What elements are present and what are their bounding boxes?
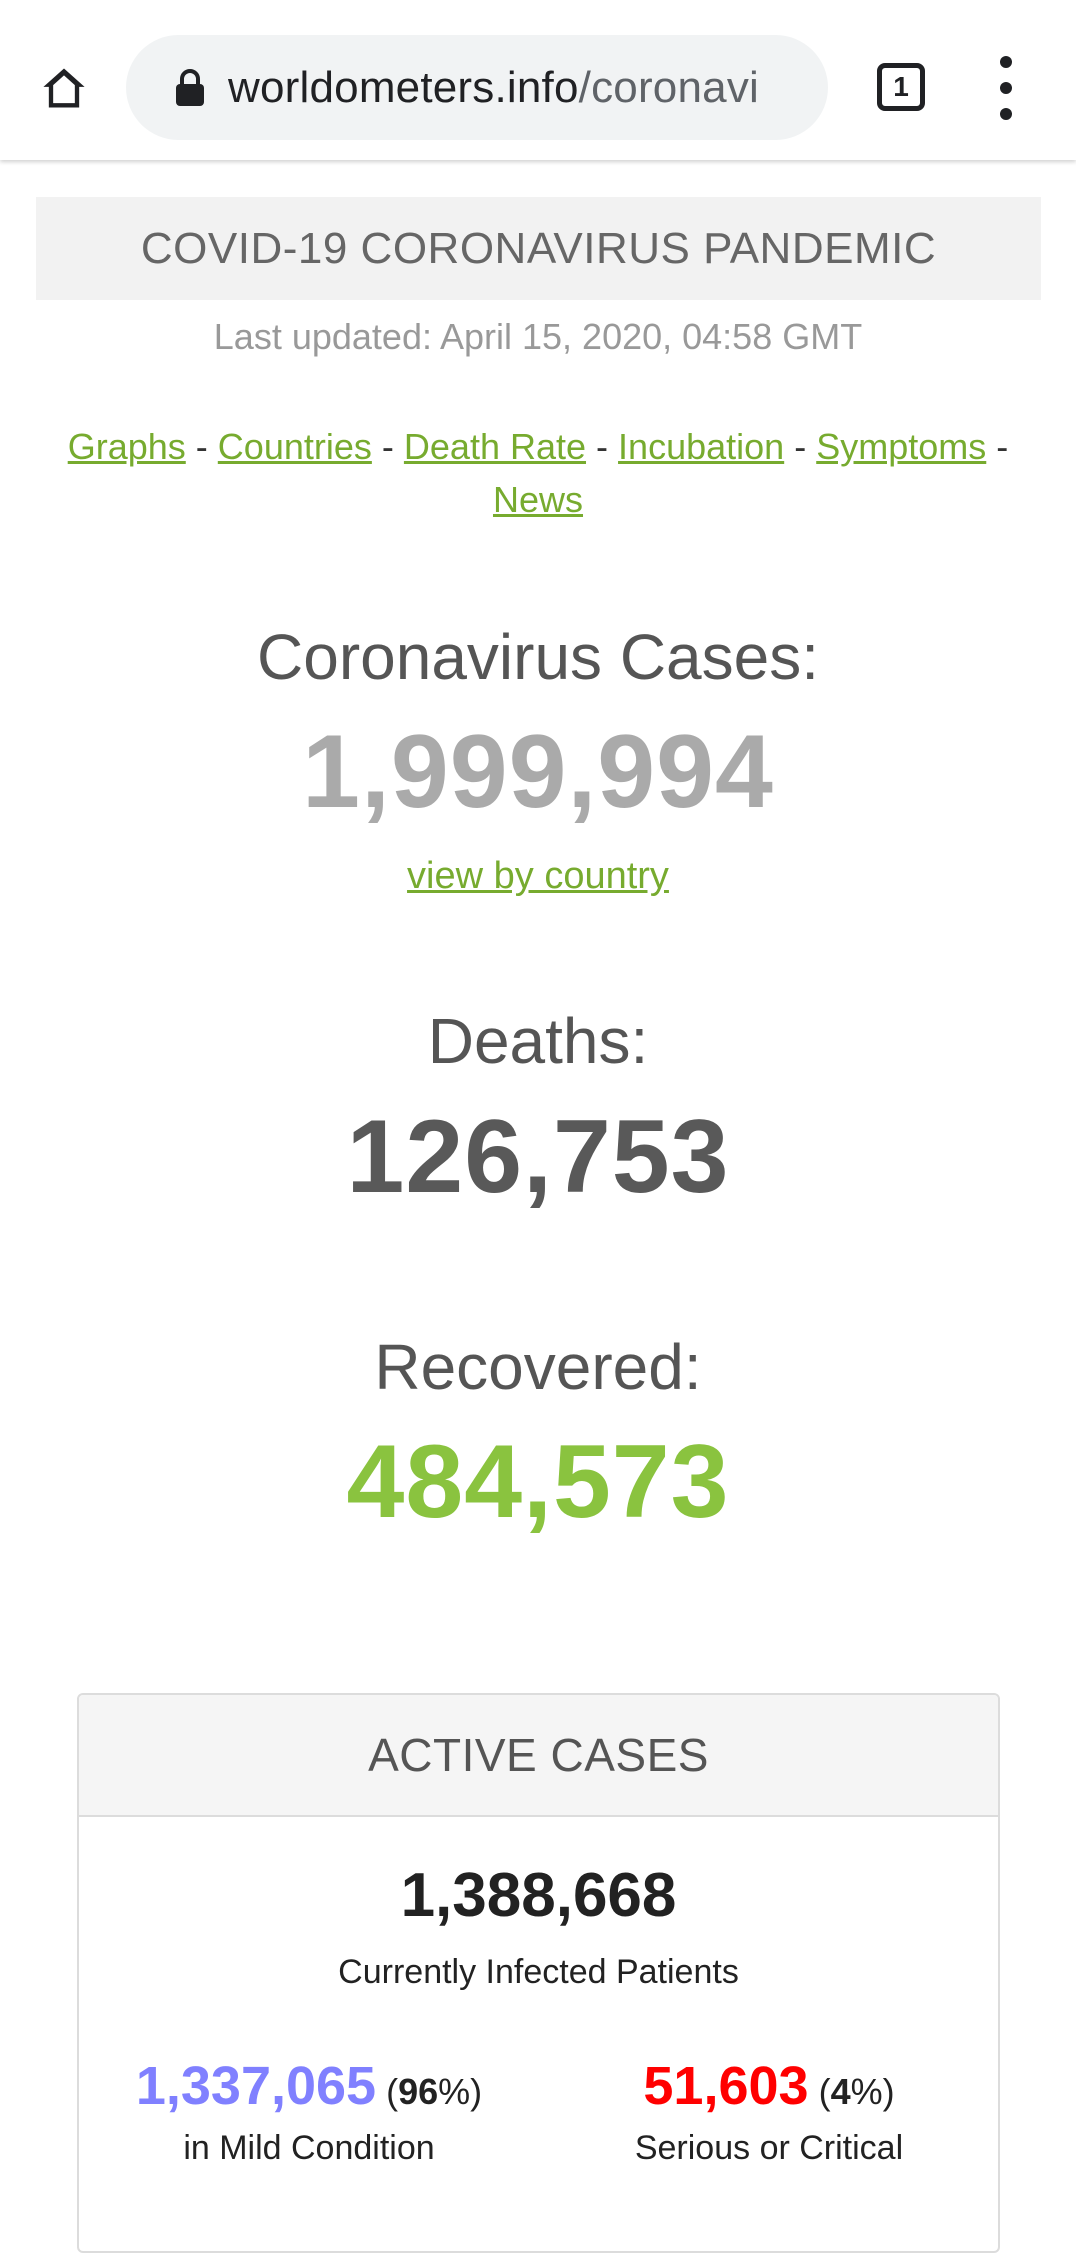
menu-dot: [1000, 82, 1012, 94]
active-cases-caption: Currently Infected Patients: [338, 1953, 739, 1991]
nav-link-symptoms[interactable]: Symptoms: [816, 426, 987, 467]
active-cases-total: 1,388,668: [400, 1861, 677, 1930]
deaths-value: 126,753: [346, 1099, 730, 1215]
mild-value: 1,337,065: [135, 2056, 377, 2116]
nav-separator: -: [596, 426, 609, 467]
nav-separator: -: [381, 426, 394, 467]
serious-percent: 4: [830, 2071, 851, 2112]
nav-link-countries[interactable]: Countries: [217, 426, 372, 467]
view-by-country-container: view by country: [0, 855, 1076, 898]
last-updated: Last updated: April 15, 2020, 04:58 GMT: [213, 316, 863, 357]
cases-label: Coronavirus Cases:: [257, 621, 819, 693]
nav-separator: -: [996, 426, 1009, 467]
tabs-icon: 1: [877, 63, 925, 111]
url-text: worldometers.info/coronavi: [228, 63, 759, 113]
url-path: /coronavi: [578, 62, 759, 112]
deaths-label: Deaths:: [427, 1005, 649, 1077]
lock-icon: [172, 66, 208, 110]
address-bar[interactable]: worldometers.info/coronavi: [126, 35, 828, 140]
nav-link-news[interactable]: News: [492, 479, 584, 520]
active-cases-title: ACTIVE CASES: [368, 1729, 709, 1781]
recovered-value: 484,573: [346, 1424, 730, 1540]
serious-value: 51,603: [643, 2056, 809, 2116]
mild-percent: 96: [398, 2071, 439, 2112]
menu-dot: [1000, 108, 1012, 120]
recovered-label: Recovered:: [374, 1331, 702, 1403]
nav-link-graphs[interactable]: Graphs: [67, 426, 186, 467]
nav-separator: -: [195, 426, 208, 467]
tab-switcher-button[interactable]: 1: [872, 58, 930, 116]
url-domain: worldometers.info: [228, 62, 579, 112]
serious-condition-block: 51,603 (4%) Serious or Critical: [539, 2055, 998, 2168]
page-title-bar: COVID-19 CORONAVIRUS PANDEMIC: [36, 197, 1041, 300]
nav-link-death-rate[interactable]: Death Rate: [403, 426, 587, 467]
menu-dot: [1000, 56, 1012, 68]
tab-count: 1: [893, 71, 909, 102]
active-cases-header: ACTIVE CASES: [79, 1695, 998, 1817]
mild-caption: in Mild Condition: [183, 2129, 435, 2167]
serious-line: 51,603 (4%): [643, 2056, 895, 2116]
nav-separator: -: [794, 426, 807, 467]
mild-line: 1,337,065 (96%): [135, 2056, 483, 2116]
serious-caption: Serious or Critical: [634, 2129, 904, 2167]
mild-condition-block: 1,337,065 (96%) in Mild Condition: [79, 2055, 539, 2168]
view-by-country-link[interactable]: view by country: [407, 855, 669, 897]
browser-toolbar: worldometers.info/coronavi 1: [0, 0, 1076, 160]
active-cases-panel: ACTIVE CASES 1,388,668 Currently Infecte…: [77, 1693, 1000, 2253]
nav-link-incubation[interactable]: Incubation: [618, 426, 785, 467]
more-vert-icon[interactable]: [984, 56, 1028, 120]
nav-links: Graphs - Countries - Death Rate - Incuba…: [40, 420, 1036, 526]
page-title: COVID-19 CORONAVIRUS PANDEMIC: [140, 223, 937, 273]
home-icon[interactable]: [28, 52, 100, 124]
cases-value: 1,999,994: [302, 714, 774, 830]
